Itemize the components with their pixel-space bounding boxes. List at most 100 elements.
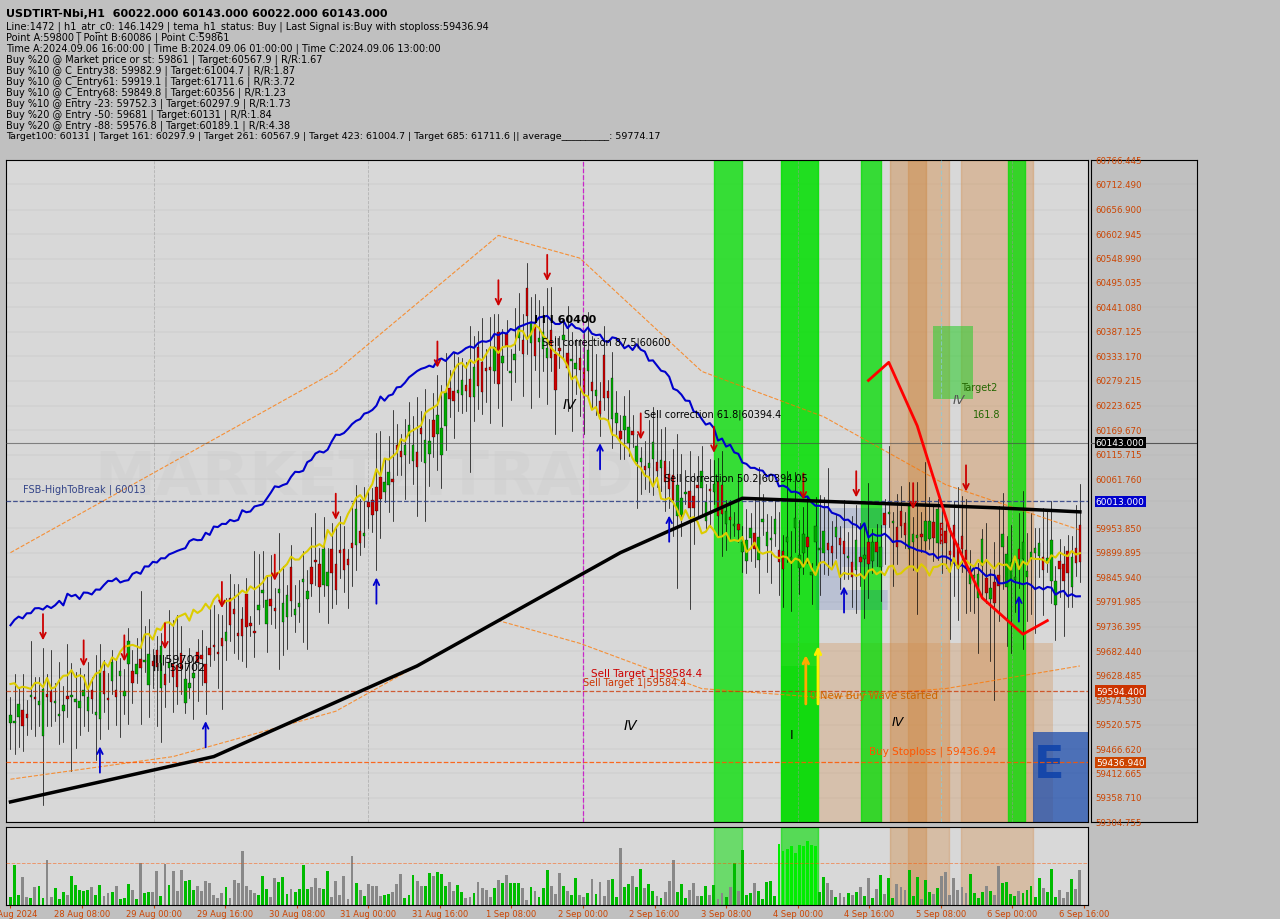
- Bar: [765, 532, 768, 546]
- Bar: [745, 540, 748, 562]
- Bar: [993, 583, 996, 603]
- Bar: [835, 897, 837, 905]
- Bar: [659, 898, 663, 905]
- Bar: [436, 872, 439, 905]
- Bar: [196, 652, 198, 663]
- Bar: [762, 519, 764, 522]
- Bar: [493, 347, 495, 372]
- Bar: [937, 509, 938, 544]
- Bar: [440, 874, 443, 905]
- Text: 59736.395: 59736.395: [1096, 622, 1142, 631]
- Bar: [444, 394, 447, 426]
- Bar: [664, 461, 667, 482]
- Bar: [274, 878, 276, 905]
- Bar: [323, 550, 325, 585]
- Bar: [1038, 543, 1041, 556]
- Bar: [241, 619, 243, 636]
- Text: 59358.710: 59358.710: [1096, 794, 1142, 802]
- Bar: [17, 895, 20, 905]
- Bar: [980, 539, 983, 567]
- Bar: [948, 551, 951, 556]
- Bar: [111, 662, 114, 682]
- Bar: [220, 639, 223, 647]
- Bar: [42, 689, 45, 736]
- Bar: [709, 489, 712, 492]
- Bar: [896, 528, 899, 547]
- Bar: [607, 391, 609, 399]
- Bar: [541, 888, 544, 905]
- Bar: [696, 896, 699, 905]
- Bar: [855, 892, 858, 905]
- Bar: [562, 336, 564, 341]
- Bar: [794, 853, 796, 905]
- Bar: [861, 161, 882, 823]
- Bar: [58, 900, 60, 905]
- Bar: [431, 876, 435, 905]
- Bar: [334, 565, 337, 590]
- Bar: [192, 891, 195, 905]
- Bar: [37, 886, 41, 905]
- Bar: [868, 542, 869, 565]
- Bar: [216, 898, 219, 905]
- Bar: [282, 877, 284, 905]
- Text: 59791.985: 59791.985: [1096, 597, 1142, 607]
- Bar: [827, 543, 829, 550]
- Text: III|59702: III|59702: [152, 653, 201, 664]
- Bar: [838, 539, 841, 546]
- Text: E: E: [1034, 743, 1064, 787]
- Bar: [575, 878, 577, 905]
- Bar: [310, 887, 312, 905]
- Bar: [364, 533, 366, 537]
- Text: 60602.945: 60602.945: [1096, 231, 1142, 239]
- Bar: [741, 849, 744, 905]
- Text: USDTIRT-Nbi,H1  60022.000 60143.000 60022.000 60143.000: USDTIRT-Nbi,H1 60022.000 60143.000 60022…: [6, 9, 388, 19]
- Bar: [664, 891, 667, 905]
- Bar: [616, 414, 617, 424]
- Bar: [644, 467, 646, 471]
- Bar: [448, 882, 451, 905]
- Bar: [620, 848, 622, 905]
- Bar: [1018, 550, 1020, 559]
- Text: Sell correction 61.8|60394.4: Sell correction 61.8|60394.4: [644, 409, 781, 420]
- Bar: [655, 896, 658, 905]
- Bar: [969, 568, 972, 584]
- Bar: [680, 884, 682, 905]
- Bar: [582, 369, 585, 393]
- Bar: [78, 890, 81, 905]
- Bar: [835, 528, 837, 537]
- Bar: [50, 897, 52, 905]
- Bar: [205, 881, 207, 905]
- Bar: [717, 482, 719, 516]
- Bar: [334, 880, 337, 905]
- Bar: [399, 451, 402, 458]
- Bar: [403, 446, 406, 456]
- Bar: [26, 897, 28, 905]
- Bar: [274, 608, 276, 611]
- Bar: [685, 492, 686, 494]
- Bar: [127, 641, 129, 664]
- Bar: [599, 402, 602, 414]
- Bar: [358, 891, 361, 905]
- Bar: [497, 880, 499, 905]
- Bar: [714, 161, 742, 823]
- Bar: [847, 556, 850, 559]
- Bar: [99, 885, 101, 905]
- Bar: [306, 889, 308, 905]
- Bar: [358, 532, 361, 543]
- Bar: [184, 880, 187, 905]
- Bar: [265, 601, 268, 624]
- Bar: [586, 350, 589, 371]
- Bar: [63, 706, 64, 711]
- Bar: [209, 883, 211, 905]
- Bar: [623, 416, 626, 431]
- Bar: [172, 871, 174, 905]
- Bar: [928, 521, 931, 539]
- Bar: [909, 161, 948, 823]
- Bar: [472, 368, 475, 398]
- Bar: [302, 580, 305, 582]
- Bar: [997, 867, 1000, 905]
- Bar: [1010, 562, 1012, 579]
- Bar: [941, 876, 943, 905]
- Bar: [948, 895, 951, 905]
- Bar: [143, 893, 146, 905]
